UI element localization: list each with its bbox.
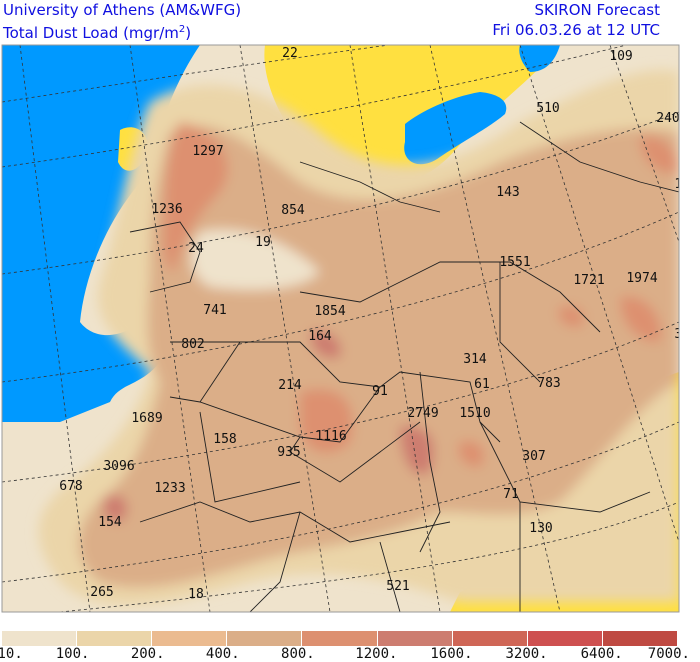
dust-value-label: 521	[386, 579, 409, 594]
dust-value-label: 1510	[459, 406, 490, 421]
institution-title: University of Athens (AM&WFG)	[3, 1, 242, 19]
product-title: Total Dust Load (mgr/m2)	[3, 21, 191, 42]
legend-tick-label: 100.	[55, 646, 90, 662]
dust-value-label: 1854	[314, 304, 345, 319]
product-text: Total Dust Load (mgr/m	[3, 24, 179, 42]
dust-value-label: 263	[678, 464, 700, 479]
dust-value-label: 510	[536, 101, 559, 116]
legend-tick-label: 800.	[281, 646, 315, 662]
dust-value-label: 802	[181, 337, 204, 352]
dust-value-label: 1236	[151, 202, 182, 217]
legend-swatch	[452, 631, 528, 646]
legend-tick-label: 3200.	[505, 646, 548, 662]
legend-swatch	[2, 631, 78, 646]
legend-swatch	[77, 631, 153, 646]
legend-tick-label: 1600.	[430, 646, 473, 662]
legend-swatch	[152, 631, 228, 646]
legend-tick-label: 10.	[0, 646, 23, 662]
dust-value-label: 19	[255, 235, 271, 250]
dust-value-label: 154	[98, 515, 122, 530]
dust-value-label: 314	[463, 352, 487, 367]
legend-swatch	[227, 631, 303, 646]
dust-value-label: 91	[372, 384, 388, 399]
dust-value-label: 109	[609, 49, 632, 64]
legend-ticks: 10. 100. 200. 400. 800. 1200. 1600. 3200. 6400. 7…	[0, 646, 700, 662]
dust-value-label: 18	[188, 587, 204, 602]
dust-value-label: 3096	[103, 459, 134, 474]
country-borders	[129, 121, 679, 612]
dust-value-label: 22	[282, 46, 298, 61]
dust-value-label: 1233	[154, 481, 185, 496]
dust-value-label: 164	[308, 329, 332, 344]
legend-tick-label: 400.	[205, 646, 240, 662]
dust-value-label: 783	[537, 376, 560, 391]
legend-tick-label: 7000.	[647, 646, 690, 662]
dust-value-label: 265	[90, 585, 113, 600]
dust-value-label: 1721	[573, 273, 604, 288]
dust-value-label: 1689	[131, 411, 162, 426]
color-legend	[2, 631, 678, 647]
dust-value-label: 24	[188, 241, 204, 256]
dust-value-label: 130	[529, 521, 552, 536]
dust-value-label: 307	[522, 449, 545, 464]
valid-time: Fri 06.03.26 at 12 UTC	[492, 21, 660, 39]
legend-tick-label: 6400.	[580, 646, 623, 662]
dust-value-label: 1551	[499, 255, 530, 270]
legend-swatch	[602, 631, 678, 646]
dust-value-label: 61	[474, 377, 490, 392]
product-unit-exponent: 2	[178, 24, 186, 35]
dust-value-label: 143	[496, 185, 519, 200]
dust-value-label: 1116	[315, 429, 346, 444]
graticule	[2, 45, 679, 612]
dust-value-label: 240	[656, 111, 679, 126]
legend-swatch	[302, 631, 378, 646]
dust-value-label: 935	[277, 445, 300, 460]
dust-value-label: 2749	[407, 406, 438, 421]
dust-value-label: 158	[213, 432, 236, 447]
legend-swatch	[527, 631, 603, 646]
dust-value-label: 678	[59, 479, 82, 494]
legend-tick-label: 1200.	[355, 646, 398, 662]
legend-swatch	[377, 631, 453, 646]
dust-field	[38, 70, 679, 606]
black-sea	[404, 92, 507, 165]
product-text-close: )	[185, 24, 192, 42]
caspian-sea	[519, 45, 560, 72]
model-title: SKIRON Forecast	[534, 1, 660, 19]
dust-value-label: 1297	[192, 144, 223, 159]
dust-value-label: 1974	[626, 271, 657, 286]
dust-value-label: 854	[281, 203, 305, 218]
legend-tick-label: 200.	[130, 646, 165, 662]
dust-value-label: 741	[203, 303, 226, 318]
map-frame	[1, 44, 680, 613]
dust-value-label: 214	[278, 378, 302, 393]
dust-value-label: 71	[503, 487, 519, 502]
